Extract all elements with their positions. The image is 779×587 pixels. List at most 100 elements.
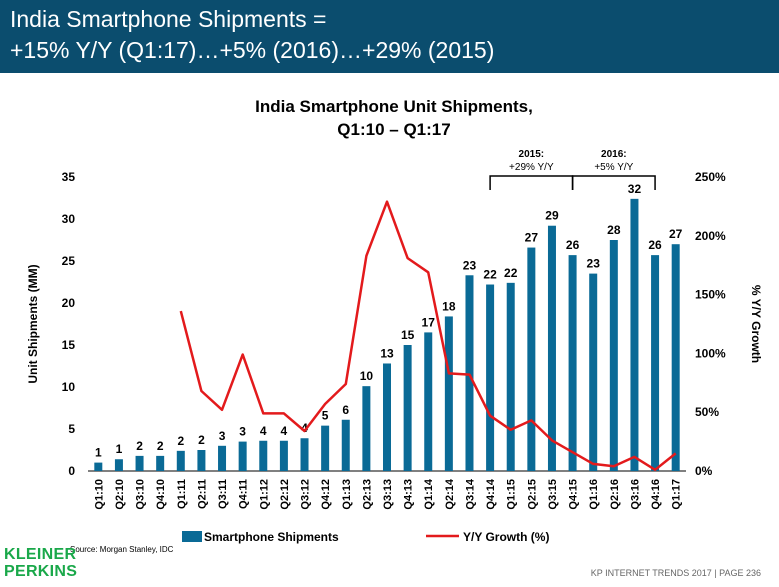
y2-tick-label: 200%	[695, 229, 726, 243]
bar	[609, 240, 618, 471]
x-tick-label: Q1:11	[176, 479, 188, 509]
x-tick-label: Q1:14	[423, 478, 435, 509]
x-tick-label: Q3:10	[135, 479, 147, 510]
bar	[671, 244, 680, 471]
bar	[176, 450, 185, 471]
bar-value-label: 27	[669, 227, 683, 241]
y2-tick-label: 0%	[695, 464, 713, 478]
x-tick-label: Q2:13	[361, 479, 373, 510]
bar	[362, 386, 371, 471]
x-tick-label: Q4:16	[650, 479, 662, 510]
annotation-label-line2: +5% Y/Y	[594, 162, 633, 173]
x-tick-label: Q2:14	[444, 478, 456, 509]
x-tick-label: Q4:11	[238, 479, 250, 509]
logo-line1: KLEINER	[4, 546, 77, 563]
annotation-bracket	[489, 175, 574, 190]
bar	[218, 445, 227, 471]
x-tick-label: Q4:13	[403, 479, 415, 510]
bar-value-label: 4	[281, 424, 288, 438]
y2-axis-title: % Y/Y Growth	[749, 285, 763, 363]
page-footer: KP INTERNET TRENDS 2017 | PAGE 236	[590, 568, 761, 578]
x-tick-label: Q2:11	[196, 479, 208, 509]
bar-value-label: 2	[198, 433, 205, 447]
bar	[630, 198, 639, 471]
x-tick-label: Q3:14	[464, 478, 476, 509]
y-tick-label: 30	[62, 212, 76, 226]
x-tick-label: Q4:10	[155, 479, 167, 510]
slide-title-line2: +15% Y/Y (Q1:17)…+5% (2016)…+29% (2015)	[10, 37, 495, 63]
annotation-label-line2: +29% Y/Y	[509, 162, 554, 173]
legend-label-growth: Y/Y Growth (%)	[463, 530, 549, 544]
y-tick-label: 25	[62, 254, 76, 268]
bar-value-label: 3	[219, 429, 226, 443]
bar-value-label: 22	[483, 268, 497, 282]
logo: KLEINER PERKINS	[4, 546, 77, 580]
annotation-label-line1: 2016:	[601, 149, 627, 160]
y2-tick-label: 150%	[695, 288, 726, 302]
bar-value-label: 23	[587, 257, 601, 271]
x-tick-label: Q1:12	[258, 479, 270, 510]
bar	[651, 255, 660, 471]
bar-value-label: 10	[360, 369, 374, 383]
x-tick-label: Q2:15	[526, 479, 538, 510]
bar	[568, 255, 577, 471]
bar	[424, 332, 433, 471]
bar	[444, 316, 453, 471]
bar-value-label: 13	[380, 346, 394, 360]
bar-value-label: 18	[442, 299, 456, 313]
bar	[403, 345, 412, 471]
bar	[547, 225, 556, 471]
bar	[486, 284, 495, 471]
logo-line2: PERKINS	[4, 563, 78, 580]
bar	[94, 462, 103, 471]
y-tick-label: 10	[62, 380, 76, 394]
bar-value-label: 29	[545, 209, 559, 223]
x-tick-label: Q3:11	[217, 479, 229, 509]
y-tick-label: 0	[68, 464, 75, 478]
x-tick-label: Q3:12	[300, 479, 312, 510]
bar	[279, 440, 288, 471]
legend-swatch-shipments	[182, 531, 202, 542]
y-tick-label: 20	[62, 296, 76, 310]
bar	[259, 440, 268, 471]
y2-tick-label: 100%	[695, 346, 726, 360]
bar-value-label: 1	[116, 442, 123, 456]
bar-value-label: 26	[566, 238, 580, 252]
bar	[197, 450, 206, 471]
bar-value-label: 4	[301, 421, 308, 435]
bar	[506, 282, 515, 471]
x-tick-label: Q4:14	[485, 478, 497, 509]
bar-value-label: 2	[136, 439, 143, 453]
y-tick-label: 5	[68, 422, 75, 436]
bar-value-label: 3	[239, 425, 246, 439]
bar	[589, 273, 598, 471]
bar-value-label: 5	[322, 409, 329, 423]
bar	[527, 247, 536, 471]
x-tick-label: Q3:13	[382, 479, 394, 510]
x-tick-label: Q1:13	[341, 479, 353, 510]
bar	[156, 455, 165, 471]
bar	[465, 275, 474, 471]
slide-title-line1: India Smartphone Shipments =	[10, 6, 327, 32]
bar	[114, 459, 123, 471]
y-tick-label: 35	[62, 170, 76, 184]
x-tick-label: Q1:15	[506, 479, 518, 510]
bar-value-label: 6	[342, 403, 349, 417]
bar-value-label: 28	[607, 223, 621, 237]
bar	[135, 455, 144, 471]
bar-value-label: 32	[628, 182, 642, 196]
x-tick-label: Q3:15	[547, 479, 559, 510]
x-tick-label: Q4:15	[568, 479, 580, 510]
x-tick-label: Q4:12	[320, 479, 332, 510]
x-tick-label: Q2:12	[279, 479, 291, 510]
x-tick-label: Q1:17	[671, 479, 683, 510]
bar-value-label: 17	[422, 315, 436, 329]
bar-value-label: 2	[157, 439, 164, 453]
bar-value-label: 26	[648, 238, 662, 252]
bar	[321, 425, 330, 471]
bar	[383, 363, 391, 471]
chart-title-line1: India Smartphone Unit Shipments,	[255, 97, 533, 116]
bar-value-label: 1	[95, 446, 102, 460]
y-tick-label: 15	[62, 338, 76, 352]
